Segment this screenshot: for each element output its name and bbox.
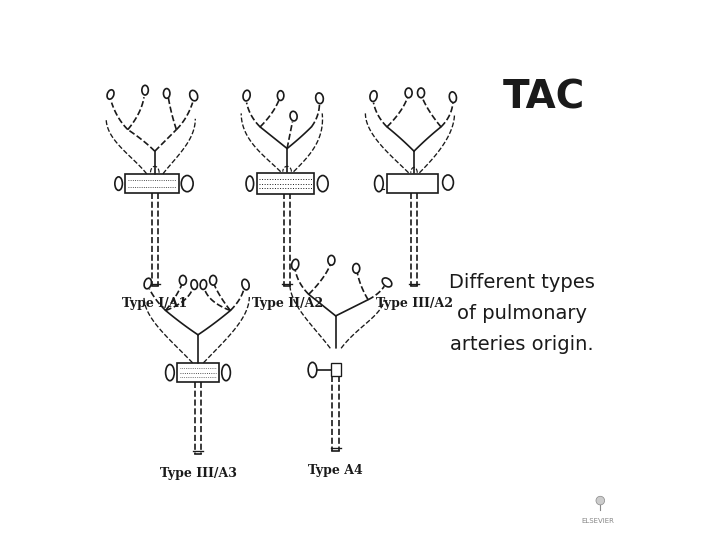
Ellipse shape — [382, 278, 392, 287]
Text: Type III/A3: Type III/A3 — [160, 467, 236, 480]
Text: TAC: TAC — [503, 78, 585, 116]
Ellipse shape — [374, 176, 383, 192]
Ellipse shape — [210, 275, 217, 285]
Text: Type A4: Type A4 — [308, 464, 363, 477]
FancyBboxPatch shape — [178, 363, 219, 382]
Ellipse shape — [290, 111, 297, 121]
FancyBboxPatch shape — [387, 174, 438, 193]
Text: Different types
of pulmonary
arteries origin.: Different types of pulmonary arteries or… — [449, 273, 595, 354]
Ellipse shape — [277, 91, 284, 100]
Ellipse shape — [115, 177, 122, 190]
Ellipse shape — [191, 280, 197, 289]
Ellipse shape — [443, 175, 454, 190]
Ellipse shape — [144, 278, 151, 289]
Ellipse shape — [353, 264, 360, 273]
Ellipse shape — [292, 259, 299, 270]
Ellipse shape — [405, 88, 412, 98]
Text: Type I/A1: Type I/A1 — [122, 297, 187, 310]
Text: Type II/A2: Type II/A2 — [251, 297, 323, 310]
FancyBboxPatch shape — [331, 363, 341, 376]
Ellipse shape — [200, 280, 207, 289]
Ellipse shape — [222, 364, 230, 381]
FancyBboxPatch shape — [125, 174, 179, 193]
Ellipse shape — [189, 90, 198, 101]
Ellipse shape — [246, 176, 253, 191]
Ellipse shape — [142, 85, 148, 95]
Text: Type III/A2: Type III/A2 — [376, 297, 452, 310]
Text: II: II — [379, 178, 382, 184]
Text: ELSEVIER: ELSEVIER — [581, 518, 614, 524]
Ellipse shape — [181, 176, 193, 192]
Circle shape — [596, 496, 605, 505]
Ellipse shape — [308, 362, 317, 377]
Ellipse shape — [449, 92, 456, 103]
Ellipse shape — [328, 255, 335, 265]
Ellipse shape — [315, 93, 323, 104]
Ellipse shape — [166, 364, 174, 381]
Ellipse shape — [418, 88, 425, 98]
FancyBboxPatch shape — [258, 173, 314, 194]
Ellipse shape — [163, 89, 170, 98]
Ellipse shape — [243, 90, 250, 101]
Ellipse shape — [242, 279, 249, 290]
Ellipse shape — [318, 176, 328, 192]
Ellipse shape — [370, 91, 377, 102]
Ellipse shape — [107, 90, 114, 99]
Ellipse shape — [179, 275, 186, 285]
